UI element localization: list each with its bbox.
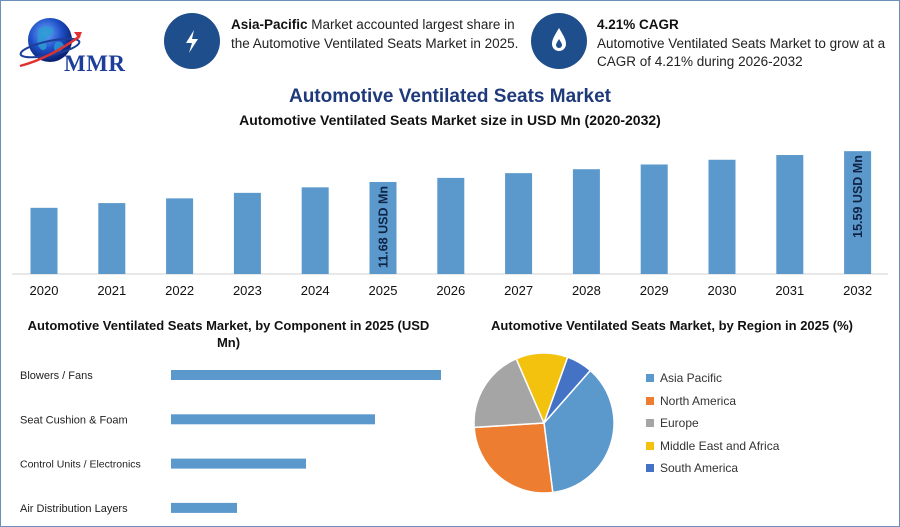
bar-data-label: 15.59 USD Mn: [851, 155, 865, 238]
x-tick-label: 2028: [572, 283, 601, 298]
bar-2031: [776, 155, 804, 274]
bar-2027: [505, 173, 533, 274]
component-bar: [171, 370, 441, 380]
component-chart-title: Automotive Ventilated Seats Market, by C…: [27, 318, 430, 350]
logo-text: MMR: [64, 51, 126, 76]
pie-slice: [543, 369, 615, 494]
component-label: Control Units / Electronics: [20, 459, 141, 471]
bar-2021: [98, 203, 126, 274]
bar-2032: [844, 151, 872, 274]
component-bar-chart: Blowers / Fans Seat Cushion & Foam Control…: [20, 370, 441, 515]
legend-swatch: [646, 441, 654, 450]
x-tick-label: 2029: [640, 283, 669, 298]
bar-2028: [572, 169, 600, 274]
x-tick-label: 2032: [843, 283, 872, 298]
x-tick-label: 2021: [97, 283, 126, 298]
x-tick-label: 2026: [436, 283, 465, 298]
page-title: Automotive Ventilated Seats Market: [288, 86, 612, 107]
market-size-title: Automotive Ventilated Seats Market size …: [239, 112, 661, 128]
region-chart-title: Automotive Ventilated Seats Market, by R…: [491, 318, 853, 333]
pie-slice: [473, 357, 546, 429]
component-label: Seat Cushion & Foam: [20, 414, 128, 426]
legend-swatch: [646, 396, 654, 405]
legend-swatch: [646, 374, 654, 382]
component-label: Air Distribution Layers: [20, 503, 128, 515]
component-bar: [171, 414, 375, 425]
bar-2023: [233, 192, 261, 274]
bar-2020: [30, 207, 58, 274]
region-share-text: Asia-Pacific Market accounted largest sh…: [231, 16, 523, 53]
bar-2022: [166, 198, 194, 274]
market-size-bar-chart: 2020 2021 2022 2023 2024 2025 2026 2027 2028 2029…: [12, 151, 888, 298]
legend-swatch: [646, 419, 654, 427]
cagr-title: 4.21% CAGR: [597, 17, 679, 32]
component-bar: [171, 502, 237, 513]
x-tick-label: 2030: [708, 283, 737, 298]
cagr-body: Automotive Ventilated Seats Market to gr…: [597, 35, 886, 70]
legend-label: South America: [660, 461, 739, 475]
bar-data-label: 11.68 USD Mn: [377, 186, 391, 268]
bar-2024: [301, 187, 329, 274]
x-tick-label: 2031: [775, 283, 804, 298]
x-tick-label: 2025: [369, 283, 398, 298]
region-share-bold: Asia-Pacific: [231, 17, 308, 32]
bar-2026: [437, 177, 465, 274]
globe-icon: [19, 18, 82, 68]
x-tick-label: 2020: [30, 283, 59, 298]
bar-2030: [708, 159, 736, 274]
legend-label: Europe: [660, 416, 699, 430]
component-bar: [171, 458, 306, 469]
header: MMR Asia-Pacific Market accounted larges…: [0, 0, 900, 82]
x-tick-label: 2023: [233, 283, 262, 298]
legend-label: Middle East and Africa: [660, 438, 780, 453]
legend-label: North America: [660, 393, 737, 408]
x-tick-label: 2027: [504, 283, 533, 298]
legend-label: Asia Pacific: [660, 371, 723, 385]
region-share-body: Market accounted largest share in the Au…: [231, 17, 519, 51]
region-pie-chart: [473, 352, 615, 494]
flame-drop-icon: [531, 13, 587, 69]
pie-slice: [473, 422, 554, 494]
x-tick-label: 2024: [301, 283, 330, 298]
pie-slice: [543, 356, 592, 424]
bar-2029: [640, 164, 668, 274]
x-tick-label: 2022: [165, 283, 194, 298]
component-label: Blowers / Fans: [20, 370, 93, 382]
cagr-text: 4.21% CAGR Automotive Ventilated Seats M…: [597, 16, 893, 72]
bar-2025: [369, 181, 397, 274]
lightning-icon: [164, 13, 220, 69]
mmr-logo: MMR: [16, 10, 136, 76]
legend-swatch: [646, 464, 654, 472]
